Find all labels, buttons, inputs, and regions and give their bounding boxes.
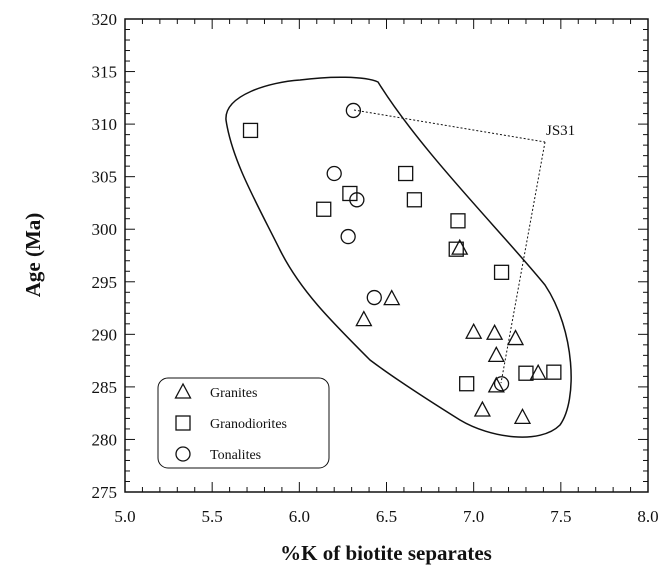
annotation: JS31 <box>546 123 575 139</box>
y-tick-label: 275 <box>92 483 118 502</box>
y-tick-label: 290 <box>92 325 118 344</box>
point <box>398 165 414 182</box>
point <box>340 228 356 245</box>
point <box>450 213 466 229</box>
point <box>486 323 504 340</box>
x-tick-label: 5.5 <box>202 507 223 526</box>
legend-marker <box>175 415 191 431</box>
point <box>349 192 365 208</box>
point <box>242 122 259 139</box>
legend-label: Tonalites <box>210 448 261 463</box>
point <box>487 376 505 393</box>
x-tick-label: 5.0 <box>114 507 135 526</box>
y-tick-label: 305 <box>92 168 118 187</box>
annotation-leader <box>353 109 546 143</box>
y-tick-label: 300 <box>92 220 118 239</box>
point <box>493 264 510 280</box>
point <box>465 322 483 339</box>
x-tick-label: 6.0 <box>289 507 310 526</box>
point <box>459 376 475 392</box>
point <box>487 345 505 363</box>
legend-marker <box>174 382 192 399</box>
legend-marker <box>175 446 191 462</box>
x-tick-label: 7.0 <box>463 507 484 526</box>
y-tick-label: 310 <box>92 115 118 134</box>
point <box>383 289 401 306</box>
point <box>518 365 534 381</box>
y-tick-label: 280 <box>92 430 118 449</box>
point <box>355 310 373 327</box>
point <box>529 363 547 380</box>
annotation-leader <box>500 141 546 384</box>
x-tick-label: 7.5 <box>550 507 571 526</box>
point <box>513 407 532 425</box>
point <box>493 376 510 392</box>
point <box>366 289 382 306</box>
legend-box <box>157 377 330 469</box>
envelope <box>225 76 572 438</box>
point <box>316 201 332 217</box>
y-tick-label: 295 <box>92 273 118 292</box>
point <box>473 400 491 417</box>
point <box>546 364 562 380</box>
point <box>506 329 525 346</box>
y-tick-label: 320 <box>92 10 118 29</box>
y-axis-title: Age (Ma) <box>21 213 45 298</box>
x-tick-label: 8.0 <box>637 507 658 526</box>
x-axis-title: %K of biotite separates <box>280 541 492 565</box>
point <box>448 241 464 257</box>
point <box>345 102 362 119</box>
point <box>326 165 342 182</box>
legend-label: Granites <box>210 386 257 401</box>
legend-label: Granodiorites <box>210 417 287 432</box>
point <box>406 192 423 208</box>
y-tick-label: 285 <box>92 378 118 397</box>
y-tick-label: 315 <box>92 63 118 82</box>
x-tick-label: 6.5 <box>376 507 397 526</box>
